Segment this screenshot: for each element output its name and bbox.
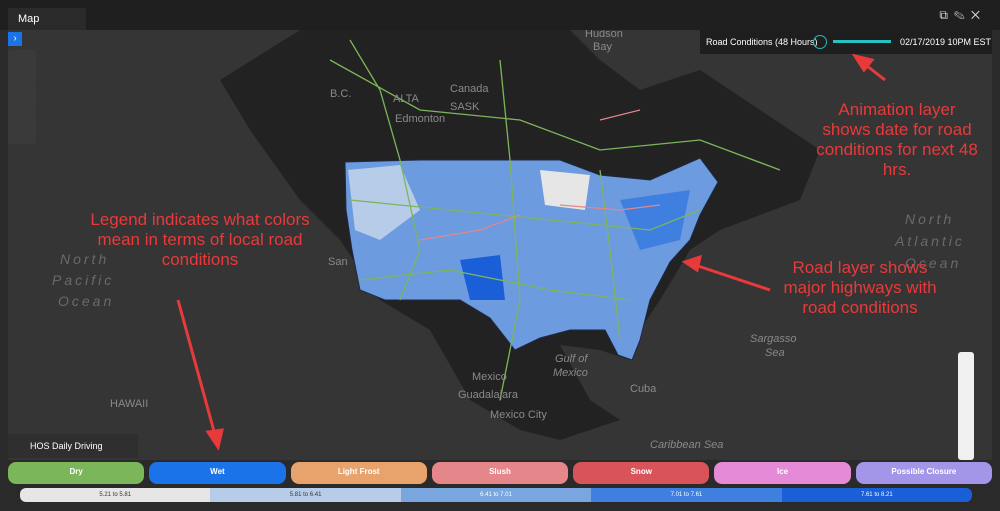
region xyxy=(348,165,420,240)
map-label: San xyxy=(328,256,348,268)
condition-button[interactable]: Wet xyxy=(149,462,286,484)
tab-bar: Map Widget✕ ⧉✎✕ xyxy=(0,0,1000,47)
annotation-arrows xyxy=(176,53,886,451)
map-label: Caribbean Sea xyxy=(650,439,723,451)
expand-button[interactable]: › xyxy=(8,32,22,46)
layer-tab[interactable]: HOS Daily Driving Utilization xyxy=(8,434,138,475)
window-controls[interactable]: ⧉✎✕ xyxy=(939,8,986,22)
calendar-button[interactable] xyxy=(8,50,36,82)
map-label: Mexico City xyxy=(490,409,547,421)
animation-control: Road Conditions (48 Hours) 02/17/2019 10… xyxy=(700,30,992,54)
weather-button[interactable] xyxy=(8,112,36,144)
map-label: Atlantic xyxy=(894,233,965,249)
layer-button[interactable] xyxy=(8,80,36,112)
tab[interactable]: Map Widget✕ xyxy=(8,8,86,47)
map-label: HAWAII xyxy=(110,398,148,410)
range-legend: 5.21 to 5.81 5.81 to 6.41 6.41 to 7.01 7.01… xyxy=(20,488,972,502)
region xyxy=(460,255,505,300)
condition-legend: Dry Wet Light Frost Slush Snow Ice Possible Cl… xyxy=(8,462,992,484)
map-label: North xyxy=(60,251,109,267)
highways xyxy=(329,39,781,401)
map-label: North xyxy=(905,211,954,227)
range-swatch[interactable]: 5.21 to 5.81 xyxy=(20,488,211,502)
map-label: Sargasso xyxy=(750,333,796,345)
map-label: Mexico xyxy=(553,367,588,379)
road-conditions xyxy=(419,109,661,241)
condition-button[interactable]: Slush xyxy=(431,462,569,484)
map-label: Gulf of xyxy=(555,353,588,365)
condition-button[interactable]: Ice xyxy=(714,462,851,484)
annotation: Road layer shows major highways with roa… xyxy=(783,258,937,317)
range-swatch[interactable]: 6.41 to 7.01 xyxy=(400,488,592,502)
timeline-slider[interactable] xyxy=(833,40,891,43)
zoom-control[interactable] xyxy=(958,352,974,460)
condition-button[interactable]: Dry xyxy=(8,462,145,484)
condition-button[interactable]: Light Frost xyxy=(290,462,427,484)
map-label: SASK xyxy=(450,101,480,113)
map-label: Edmonton xyxy=(395,113,445,125)
region xyxy=(620,190,690,250)
map-label: Hudson xyxy=(585,30,623,40)
map-label: Mexico xyxy=(472,371,507,383)
play-button[interactable] xyxy=(813,35,827,49)
map-label: B.C. xyxy=(330,88,351,100)
map-label: Ocean xyxy=(905,255,961,271)
condition-button[interactable]: Possible Closure xyxy=(855,462,992,484)
region xyxy=(540,170,590,210)
map-label: Sea xyxy=(765,347,785,359)
condition-button[interactable]: Snow xyxy=(573,462,710,484)
annotation: Animation layer shows date for road cond… xyxy=(816,100,978,179)
map-label: ALTA xyxy=(393,93,420,105)
map-label: Ocean xyxy=(58,293,114,309)
map-label: Bay xyxy=(593,41,612,53)
map-label: Guadalajara xyxy=(458,389,519,401)
range-swatch[interactable]: 5.81 to 6.41 xyxy=(210,488,401,502)
range-swatch[interactable]: 7.01 to 7.61 xyxy=(591,488,782,502)
map-label: Canada xyxy=(450,83,489,95)
animation-date: 02/17/2019 10PM EST xyxy=(900,37,992,47)
map-label: Cuba xyxy=(630,383,657,395)
animation-label: Road Conditions (48 Hours) xyxy=(706,37,818,47)
map-label: Pacific xyxy=(52,272,114,288)
annotation: Legend indicates what colors mean in ter… xyxy=(90,210,310,269)
range-swatch[interactable]: 7.61 to 8.21 xyxy=(781,488,972,502)
map: Hudson Bay Canada Edmonton B.C. ALTA SAS… xyxy=(8,30,992,460)
